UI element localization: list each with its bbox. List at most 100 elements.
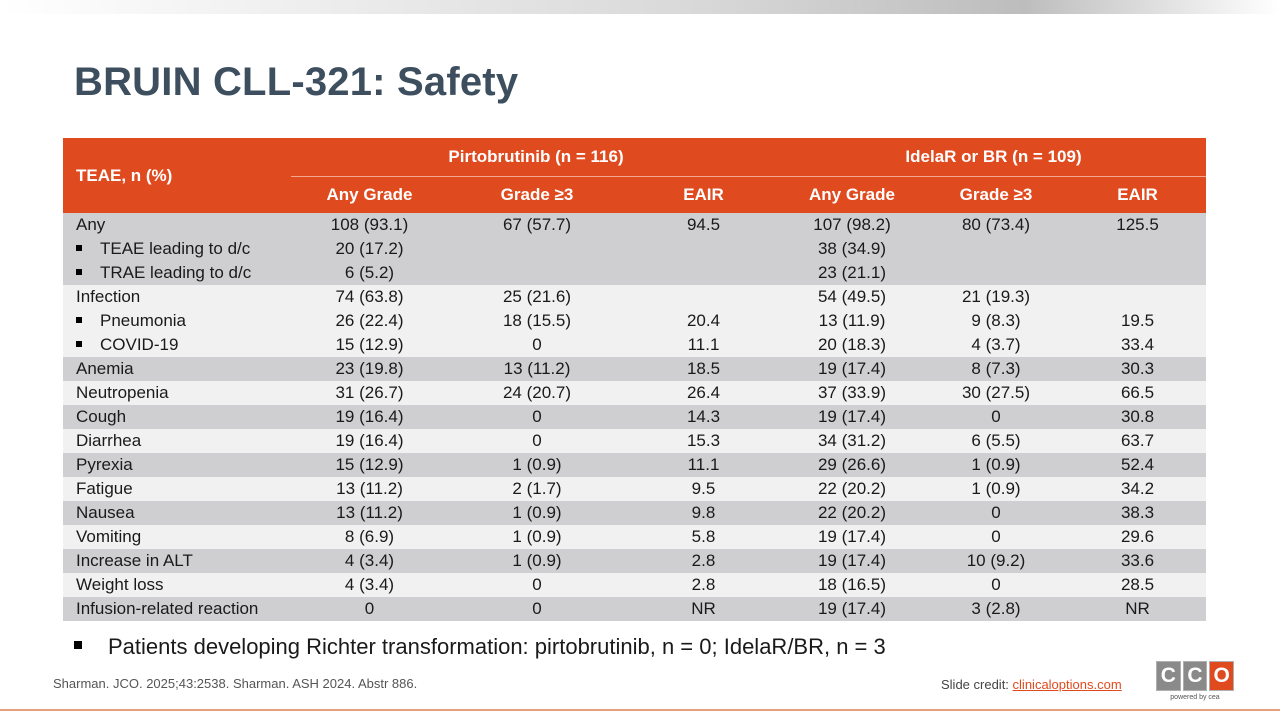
table-cell: 22 (20.2) xyxy=(781,477,923,501)
row-label-cell: Pneumonia xyxy=(63,309,291,333)
table-cell: 30 (27.5) xyxy=(923,381,1069,405)
table-cell: 4 (3.4) xyxy=(291,573,448,597)
table-cell: 20.4 xyxy=(626,309,781,333)
table-cell: 67 (57.7) xyxy=(448,213,626,237)
table-cell: 24 (20.7) xyxy=(448,381,626,405)
table-cell: 31 (26.7) xyxy=(291,381,448,405)
table-cell: 2 (1.7) xyxy=(448,477,626,501)
table-cell xyxy=(923,261,1069,285)
row-label-cell: Nausea xyxy=(63,501,291,525)
row-label-cell: TRAE leading to d/c xyxy=(63,261,291,285)
subheader: Grade ≥3 xyxy=(448,176,626,213)
table-cell xyxy=(923,237,1069,261)
row-label-cell: Neutropenia xyxy=(63,381,291,405)
table-cell: 66.5 xyxy=(1069,381,1207,405)
table-cell: 13 (11.2) xyxy=(291,501,448,525)
table-cell: 0 xyxy=(448,429,626,453)
table-cell: 9 (8.3) xyxy=(923,309,1069,333)
table-cell: 0 xyxy=(923,501,1069,525)
row-label: Pneumonia xyxy=(100,311,187,330)
table-cell: 74 (63.8) xyxy=(291,285,448,309)
logo-tagline: powered by cea xyxy=(1170,694,1220,701)
table-cell: 25 (21.6) xyxy=(448,285,626,309)
table-row: Any 108 (93.1) 67 (57.7) 94.5 107 (98.2) 80 (… xyxy=(63,213,1207,237)
table-row: TEAE leading to d/c 20 (17.2) 38 (34.9) xyxy=(63,237,1207,261)
logo-letter-o: O xyxy=(1209,661,1235,691)
table-cell: 5.8 xyxy=(626,525,781,549)
table-row: Diarrhea 19 (16.4) 0 15.3 34 (31.2) 6 (5.5) 63… xyxy=(63,429,1207,453)
table-cell: 0 xyxy=(923,525,1069,549)
table-cell: 6 (5.2) xyxy=(291,261,448,285)
logo-letter-c1: C xyxy=(1156,661,1181,691)
table-cell: 34 (31.2) xyxy=(781,429,923,453)
table-cell: 15 (12.9) xyxy=(291,453,448,477)
row-label: Anemia xyxy=(76,359,134,378)
table-cell: 80 (73.4) xyxy=(923,213,1069,237)
subheader: Any Grade xyxy=(781,176,923,213)
table-cell: 2.8 xyxy=(626,573,781,597)
row-label: Increase in ALT xyxy=(76,551,193,570)
table-cell xyxy=(1069,237,1207,261)
clinicaloptions-link[interactable]: clinicaloptions.com xyxy=(1012,677,1122,692)
table-cell: 8 (6.9) xyxy=(291,525,448,549)
row-label: Diarrhea xyxy=(76,431,142,450)
table-cell: 1 (0.9) xyxy=(448,549,626,573)
table-cell: 108 (93.1) xyxy=(291,213,448,237)
table-cell: 14.3 xyxy=(626,405,781,429)
table-cell: 0 xyxy=(448,405,626,429)
table-row: Anemia 23 (19.8) 13 (11.2) 18.5 19 (17.4) 8 (… xyxy=(63,357,1207,381)
table-row: Pneumonia 26 (22.4) 18 (15.5) 20.4 13 (11.9)… xyxy=(63,309,1207,333)
row-label: COVID-19 xyxy=(100,335,179,354)
table-row: COVID-19 15 (12.9) 0 11.1 20 (18.3) 4 (3.7) 33… xyxy=(63,333,1207,357)
row-label-cell: Vomiting xyxy=(63,525,291,549)
table-cell: 1 (0.9) xyxy=(448,501,626,525)
table-cell: 9.8 xyxy=(626,501,781,525)
table-cell: 13 (11.2) xyxy=(448,357,626,381)
table-row: Neutropenia 31 (26.7) 24 (20.7) 26.4 37 (33.… xyxy=(63,381,1207,405)
subheader: EAIR xyxy=(1069,176,1207,213)
table-cell xyxy=(1069,261,1207,285)
table-cell: 19 (17.4) xyxy=(781,405,923,429)
row-label: Weight loss xyxy=(76,575,164,594)
row-label-cell: Cough xyxy=(63,405,291,429)
table-cell: 19 (16.4) xyxy=(291,405,448,429)
table-cell: 1 (0.9) xyxy=(448,453,626,477)
table-cell: 19 (17.4) xyxy=(781,357,923,381)
subheader: Any Grade xyxy=(291,176,448,213)
table-cell: NR xyxy=(626,597,781,621)
group-header-idelar-br: IdelaR or BR (n = 109) xyxy=(781,138,1207,177)
slide-credit: Slide credit: clinicaloptions.com xyxy=(941,677,1122,692)
table-row: Cough 19 (16.4) 0 14.3 19 (17.4) 0 30.8 xyxy=(63,405,1207,429)
row-label-cell: Increase in ALT xyxy=(63,549,291,573)
table-cell: 34.2 xyxy=(1069,477,1207,501)
table-cell xyxy=(448,261,626,285)
table-row: Pyrexia 15 (12.9) 1 (0.9) 11.1 29 (26.6) 1 (0… xyxy=(63,453,1207,477)
table-cell: 13 (11.9) xyxy=(781,309,923,333)
table-cell: 125.5 xyxy=(1069,213,1207,237)
table-cell: 18.5 xyxy=(626,357,781,381)
table-cell: 3 (2.8) xyxy=(923,597,1069,621)
row-label-cell: Any xyxy=(63,213,291,237)
table-row: Fatigue 13 (11.2) 2 (1.7) 9.5 22 (20.2) 1 (0.… xyxy=(63,477,1207,501)
table-cell xyxy=(626,237,781,261)
table-cell: 29.6 xyxy=(1069,525,1207,549)
table-row: Weight loss 4 (3.4) 0 2.8 18 (16.5) 0 28.5 xyxy=(63,573,1207,597)
row-label-cell: Fatigue xyxy=(63,477,291,501)
row-label: Pyrexia xyxy=(76,455,133,474)
table-cell: 10 (9.2) xyxy=(923,549,1069,573)
table-row: Infection 74 (63.8) 25 (21.6) 54 (49.5) 21 (… xyxy=(63,285,1207,309)
table-cell: 0 xyxy=(291,597,448,621)
table-cell: 15.3 xyxy=(626,429,781,453)
table-cell: 11.1 xyxy=(626,453,781,477)
table-cell: 1 (0.9) xyxy=(923,453,1069,477)
table-cell: 8 (7.3) xyxy=(923,357,1069,381)
table-cell: 2.8 xyxy=(626,549,781,573)
table-cell: 52.4 xyxy=(1069,453,1207,477)
teae-table: TEAE, n (%) Pirtobrutinib (n = 116) Idel… xyxy=(63,138,1207,621)
table-cell: 26 (22.4) xyxy=(291,309,448,333)
table-cell: 0 xyxy=(923,573,1069,597)
table-cell: NR xyxy=(1069,597,1207,621)
table-cell: 23 (21.1) xyxy=(781,261,923,285)
slide-credit-prefix: Slide credit: xyxy=(941,677,1013,692)
table-cell: 0 xyxy=(448,333,626,357)
